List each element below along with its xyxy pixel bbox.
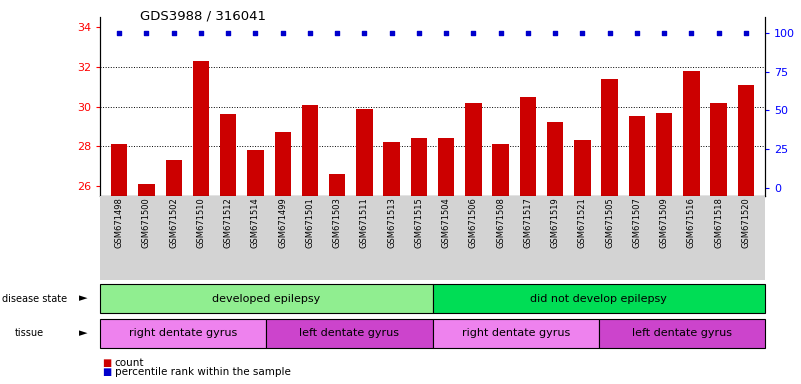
Bar	[493, 144, 509, 384]
Text: GSM671503: GSM671503	[332, 197, 342, 248]
Point	[413, 30, 425, 36]
Text: left dentate gyrus: left dentate gyrus	[300, 328, 400, 338]
Point	[304, 30, 316, 36]
Bar	[465, 103, 481, 384]
Text: GSM671519: GSM671519	[550, 197, 560, 248]
Bar	[329, 174, 345, 384]
Text: did not develop epilepsy: did not develop epilepsy	[530, 293, 667, 304]
Bar	[139, 184, 155, 384]
Bar	[433, 319, 598, 348]
Bar	[574, 140, 590, 384]
Text: GSM671501: GSM671501	[305, 197, 315, 248]
Bar	[602, 79, 618, 384]
Point	[195, 30, 207, 36]
Bar	[248, 150, 264, 384]
Point	[603, 30, 616, 36]
Bar	[438, 138, 454, 384]
Text: GSM671515: GSM671515	[414, 197, 424, 248]
Bar	[166, 160, 182, 384]
Bar	[100, 284, 433, 313]
Point	[385, 30, 398, 36]
Point	[140, 30, 153, 36]
Text: ►: ►	[79, 328, 87, 338]
Text: ■: ■	[103, 367, 112, 377]
Text: disease state: disease state	[2, 293, 66, 304]
Bar	[411, 138, 427, 384]
Text: left dentate gyrus: left dentate gyrus	[632, 328, 732, 338]
Point	[739, 30, 752, 36]
Text: ►: ►	[79, 293, 87, 304]
Text: developed epilepsy: developed epilepsy	[212, 293, 320, 304]
Bar	[656, 113, 672, 384]
Point	[494, 30, 507, 36]
Bar	[520, 97, 536, 384]
Text: GSM671507: GSM671507	[633, 197, 642, 248]
Text: GSM671504: GSM671504	[441, 197, 451, 248]
Bar	[356, 109, 372, 384]
Text: GSM671511: GSM671511	[360, 197, 369, 248]
Text: right dentate gyrus: right dentate gyrus	[129, 328, 237, 338]
Bar	[547, 122, 563, 384]
Bar	[738, 85, 754, 384]
Bar	[275, 132, 291, 384]
Text: GSM671500: GSM671500	[142, 197, 151, 248]
Text: right dentate gyrus: right dentate gyrus	[461, 328, 570, 338]
Point	[358, 30, 371, 36]
Text: GSM671498: GSM671498	[115, 197, 123, 248]
Text: GSM671502: GSM671502	[169, 197, 178, 248]
Text: GSM671510: GSM671510	[196, 197, 205, 248]
Text: GSM671516: GSM671516	[687, 197, 696, 248]
Bar	[220, 114, 236, 384]
Text: ■: ■	[103, 358, 112, 368]
Point	[576, 30, 589, 36]
Text: tissue: tissue	[14, 328, 43, 338]
Text: GSM671513: GSM671513	[387, 197, 396, 248]
Bar	[100, 319, 266, 348]
Bar	[384, 142, 400, 384]
Text: GDS3988 / 316041: GDS3988 / 316041	[140, 10, 266, 23]
Point	[167, 30, 180, 36]
Text: GSM671499: GSM671499	[278, 197, 288, 248]
Bar	[266, 319, 433, 348]
Point	[113, 30, 126, 36]
Bar	[193, 61, 209, 384]
Point	[549, 30, 562, 36]
Bar	[111, 144, 127, 384]
Text: GSM671505: GSM671505	[605, 197, 614, 248]
Bar	[598, 319, 765, 348]
Point	[467, 30, 480, 36]
Text: percentile rank within the sample: percentile rank within the sample	[115, 367, 291, 377]
Point	[276, 30, 289, 36]
Text: GSM671508: GSM671508	[496, 197, 505, 248]
Point	[331, 30, 344, 36]
Text: GSM671506: GSM671506	[469, 197, 478, 248]
Text: GSM671512: GSM671512	[223, 197, 232, 248]
Text: GSM671518: GSM671518	[714, 197, 723, 248]
Point	[222, 30, 235, 36]
Point	[685, 30, 698, 36]
Point	[712, 30, 725, 36]
Point	[630, 30, 643, 36]
Bar	[710, 103, 727, 384]
Bar	[433, 284, 765, 313]
Point	[440, 30, 453, 36]
Point	[521, 30, 534, 36]
Bar	[629, 116, 645, 384]
Text: GSM671520: GSM671520	[742, 197, 751, 248]
Bar	[302, 104, 318, 384]
Text: GSM671517: GSM671517	[523, 197, 533, 248]
Text: count: count	[115, 358, 144, 368]
Point	[249, 30, 262, 36]
Text: GSM671509: GSM671509	[660, 197, 669, 248]
Text: GSM671521: GSM671521	[578, 197, 587, 248]
Point	[658, 30, 670, 36]
Bar	[683, 71, 699, 384]
Text: GSM671514: GSM671514	[251, 197, 260, 248]
